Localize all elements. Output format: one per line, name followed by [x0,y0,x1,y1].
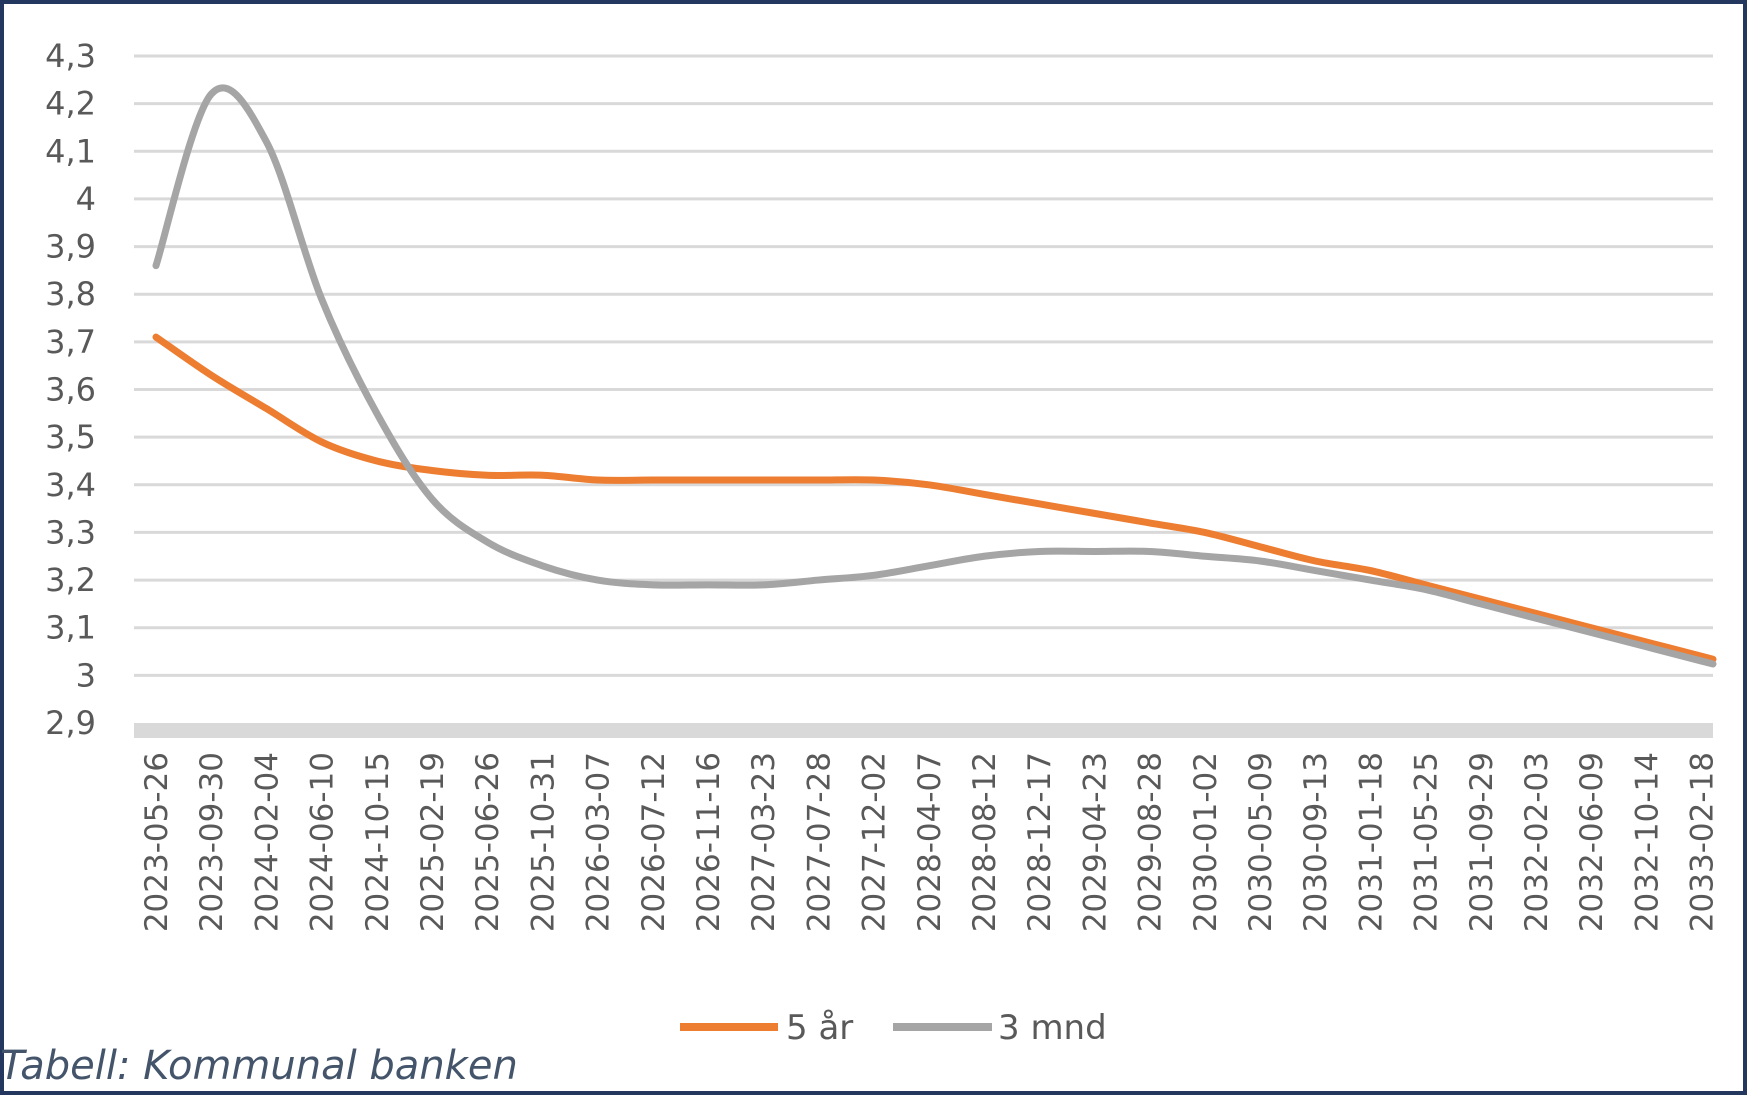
x-tick-label: 2023-09-30 [194,752,230,932]
y-tick-label: 3 [76,656,96,694]
x-tick-label: 2031-09-29 [1464,752,1500,932]
y-tick-label: 3,9 [45,228,96,266]
x-tick-label: 2028-04-07 [912,752,948,932]
x-tick-label: 2029-08-28 [1133,752,1169,932]
y-tick-label: 4,3 [45,37,96,75]
y-tick-label: 3,5 [45,418,96,456]
x-tick-label: 2025-10-31 [525,752,561,932]
legend: 5 år 3 mnd [680,1008,1107,1048]
x-tick-label: 2025-06-26 [470,752,506,932]
x-tick-label: 2027-07-28 [801,752,837,932]
x-tick-label: 2026-11-16 [691,752,727,932]
y-tick-label: 3,7 [45,323,96,361]
series-line-five-year [152,333,1717,663]
x-tick-label: 2033-02-18 [1685,752,1721,932]
x-tick-label: 2029-04-23 [1077,752,1113,932]
x-axis-band [134,723,1713,738]
x-tick-label: 2025-02-19 [415,752,451,932]
x-tick-label: 2032-06-09 [1574,752,1610,932]
y-tick-label: 2,9 [45,704,96,742]
x-tick-label: 2026-03-07 [581,752,617,932]
x-tick-label: 2030-09-13 [1298,752,1334,932]
source-caption: Tabell: Kommunal banken [0,1043,518,1089]
x-tick-label: 2031-01-18 [1353,752,1389,932]
x-tick-label: 2023-05-26 [139,752,175,932]
y-tick-label: 3,3 [45,513,96,551]
y-tick-label: 3,6 [45,371,96,409]
x-tick-label: 2027-03-23 [746,752,782,932]
plot-area [152,84,1717,668]
x-tick-label: 2028-12-17 [1022,752,1058,932]
x-tick-label: 2024-10-15 [360,752,396,932]
x-tick-label: 2028-08-12 [967,752,1003,932]
x-tick-label: 2027-12-02 [857,752,893,932]
y-tick-label: 4,2 [45,85,96,123]
legend-label: 3 mnd [998,1008,1107,1048]
x-tick-label: 2031-05-25 [1409,752,1445,932]
legend-label: 5 år [786,1008,853,1048]
x-tick-label: 2026-07-12 [636,752,672,932]
x-tick-label: 2032-10-14 [1629,752,1665,932]
series-line-three-month [152,84,1717,668]
y-tick-label: 3,2 [45,561,96,599]
y-tick-label: 3,1 [45,609,96,647]
y-axis: 4,3 4,2 4,1 4 3,9 3,8 3,7 3,6 3,5 3,4 3,3 3,2 3,1 3 2,… [45,37,96,742]
y-tick-label: 3,4 [45,466,96,504]
x-tick-label: 2024-02-04 [249,752,285,932]
x-tick-label: 2030-01-02 [1188,752,1224,932]
y-tick-label: 4 [76,180,96,218]
y-tick-label: 4,1 [45,132,96,170]
x-tick-label: 2024-06-10 [305,752,341,932]
gridlines [134,54,1713,677]
y-tick-label: 3,8 [45,275,96,313]
x-tick-label: 2030-05-09 [1243,752,1279,932]
x-tick-label: 2032-02-03 [1519,752,1555,932]
x-axis: 2023-05-26 2023-09-30 2024-02-04 2024-06-10… [139,752,1721,932]
